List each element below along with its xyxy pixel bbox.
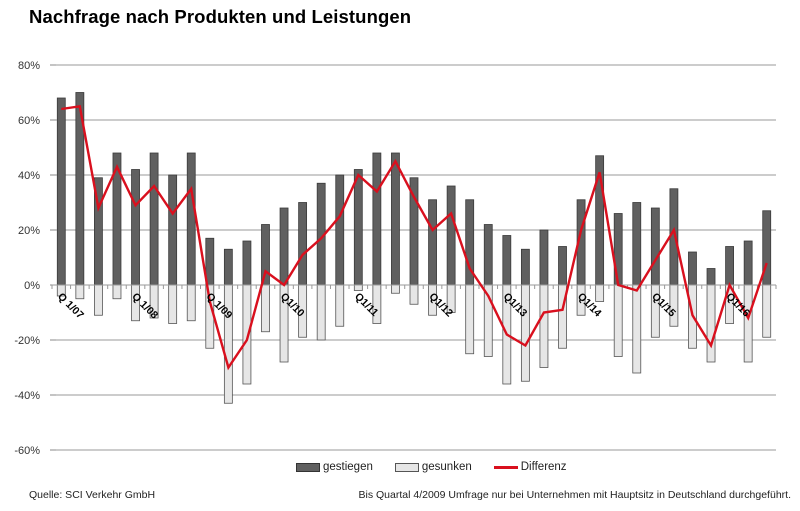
legend-label-gesunken: gesunken xyxy=(421,461,472,473)
legend-label-differenz: Differenz xyxy=(520,461,567,473)
x-axis-labels: Q 1/07 Q 1/08 Q 1/09 Q1/10 Q1/11 Q1/12 Q1/13 Q1… xyxy=(55,291,752,322)
bar-gestiegen xyxy=(650,207,660,286)
y-tick-label: -20% xyxy=(14,335,40,347)
bar-gesunken xyxy=(316,284,326,341)
bar-gestiegen xyxy=(669,188,679,286)
legend-item-differenz: Differenz xyxy=(493,461,567,473)
bar-gesunken xyxy=(520,284,530,382)
bar-gesunken xyxy=(391,284,400,294)
bar-gestiegen xyxy=(279,207,289,286)
bar-gesunken xyxy=(613,284,623,357)
bar-gestiegen xyxy=(56,97,66,286)
y-tick-label: 60% xyxy=(18,115,40,127)
y-tick-label: 20% xyxy=(18,225,40,237)
y-tick-label: 80% xyxy=(18,60,40,72)
bar-gestiegen xyxy=(186,152,196,286)
bar-gesunken xyxy=(743,284,753,363)
bar-gestiegen xyxy=(131,169,140,286)
source-note: Quelle: SCI Verkehr GmbH xyxy=(29,489,156,501)
bar-gesunken xyxy=(261,284,270,333)
bar-gestiegen xyxy=(520,248,530,286)
bar-gesunken xyxy=(112,284,122,300)
legend-swatch-gesunken xyxy=(394,462,419,472)
bar-gesunken xyxy=(539,284,549,368)
bar-gestiegen xyxy=(149,152,159,286)
bar-gestiegen xyxy=(688,251,697,286)
bar-gestiegen xyxy=(725,246,734,286)
bar-gesunken xyxy=(94,284,103,316)
bar-gestiegen xyxy=(483,224,493,286)
legend-swatch-differenz xyxy=(493,465,518,469)
bar-gestiegen xyxy=(223,248,233,286)
chart-plot: 80% 60% 40% 20% 0% -20% -40% -60% Q 1/07 Q 1/08 Q… xyxy=(14,60,777,457)
bar-gestiegen xyxy=(335,174,345,286)
bar-gesunken xyxy=(75,284,85,300)
bar-gestiegen xyxy=(706,268,716,286)
bar-gestiegen xyxy=(391,152,400,286)
differenz-line-group xyxy=(61,104,768,371)
bar-gestiegen xyxy=(372,152,382,286)
bar-gestiegen xyxy=(168,174,178,286)
bar-gestiegen xyxy=(743,240,753,286)
bar-gestiegen xyxy=(298,202,308,286)
bar-gesunken xyxy=(632,284,642,374)
x-axis xyxy=(51,284,777,289)
legend-swatch-gestiegen xyxy=(296,462,320,472)
legend-label-gestiegen: gestiegen xyxy=(323,461,373,473)
y-axis-ticks: 80% 60% 40% 20% 0% -20% -40% -60% xyxy=(14,60,56,457)
bar-gestiegen xyxy=(502,235,512,286)
y-tick-label: 40% xyxy=(18,170,40,182)
chart-title: Nachfrage nach Produkten und Leistungen xyxy=(29,6,412,27)
bar-gesunken xyxy=(242,284,252,385)
legend: gestiegen gesunken Differenz xyxy=(296,461,589,473)
footnote: Bis Quartal 4/2009 Umfrage nur bei Unter… xyxy=(358,489,791,501)
y-tick-label: -40% xyxy=(14,390,40,402)
bar-gestiegen xyxy=(428,199,437,286)
bar-gestiegen xyxy=(446,185,456,286)
bar-gestiegen xyxy=(558,246,567,286)
legend-item-gesunken: gesunken xyxy=(394,461,472,473)
bar-gesunken xyxy=(353,284,363,291)
legend-item-gestiegen: gestiegen xyxy=(296,461,373,473)
bar-gesunken xyxy=(409,284,419,305)
y-tick-label: -60% xyxy=(14,445,40,457)
bar-gesunken xyxy=(335,284,345,327)
bar-gesunken xyxy=(706,284,716,363)
bar-gestiegen xyxy=(353,169,363,286)
bar-gesunken xyxy=(762,284,772,338)
bar-gesunken xyxy=(186,284,196,322)
y-tick-label: 0% xyxy=(24,280,40,292)
bars xyxy=(56,92,772,404)
bar-gesunken xyxy=(168,284,178,324)
bar-gestiegen xyxy=(242,240,252,286)
bar-gesunken xyxy=(595,284,605,302)
bar-gestiegen xyxy=(539,229,549,286)
bar-gesunken xyxy=(465,284,475,355)
bar-gestiegen xyxy=(632,202,642,286)
